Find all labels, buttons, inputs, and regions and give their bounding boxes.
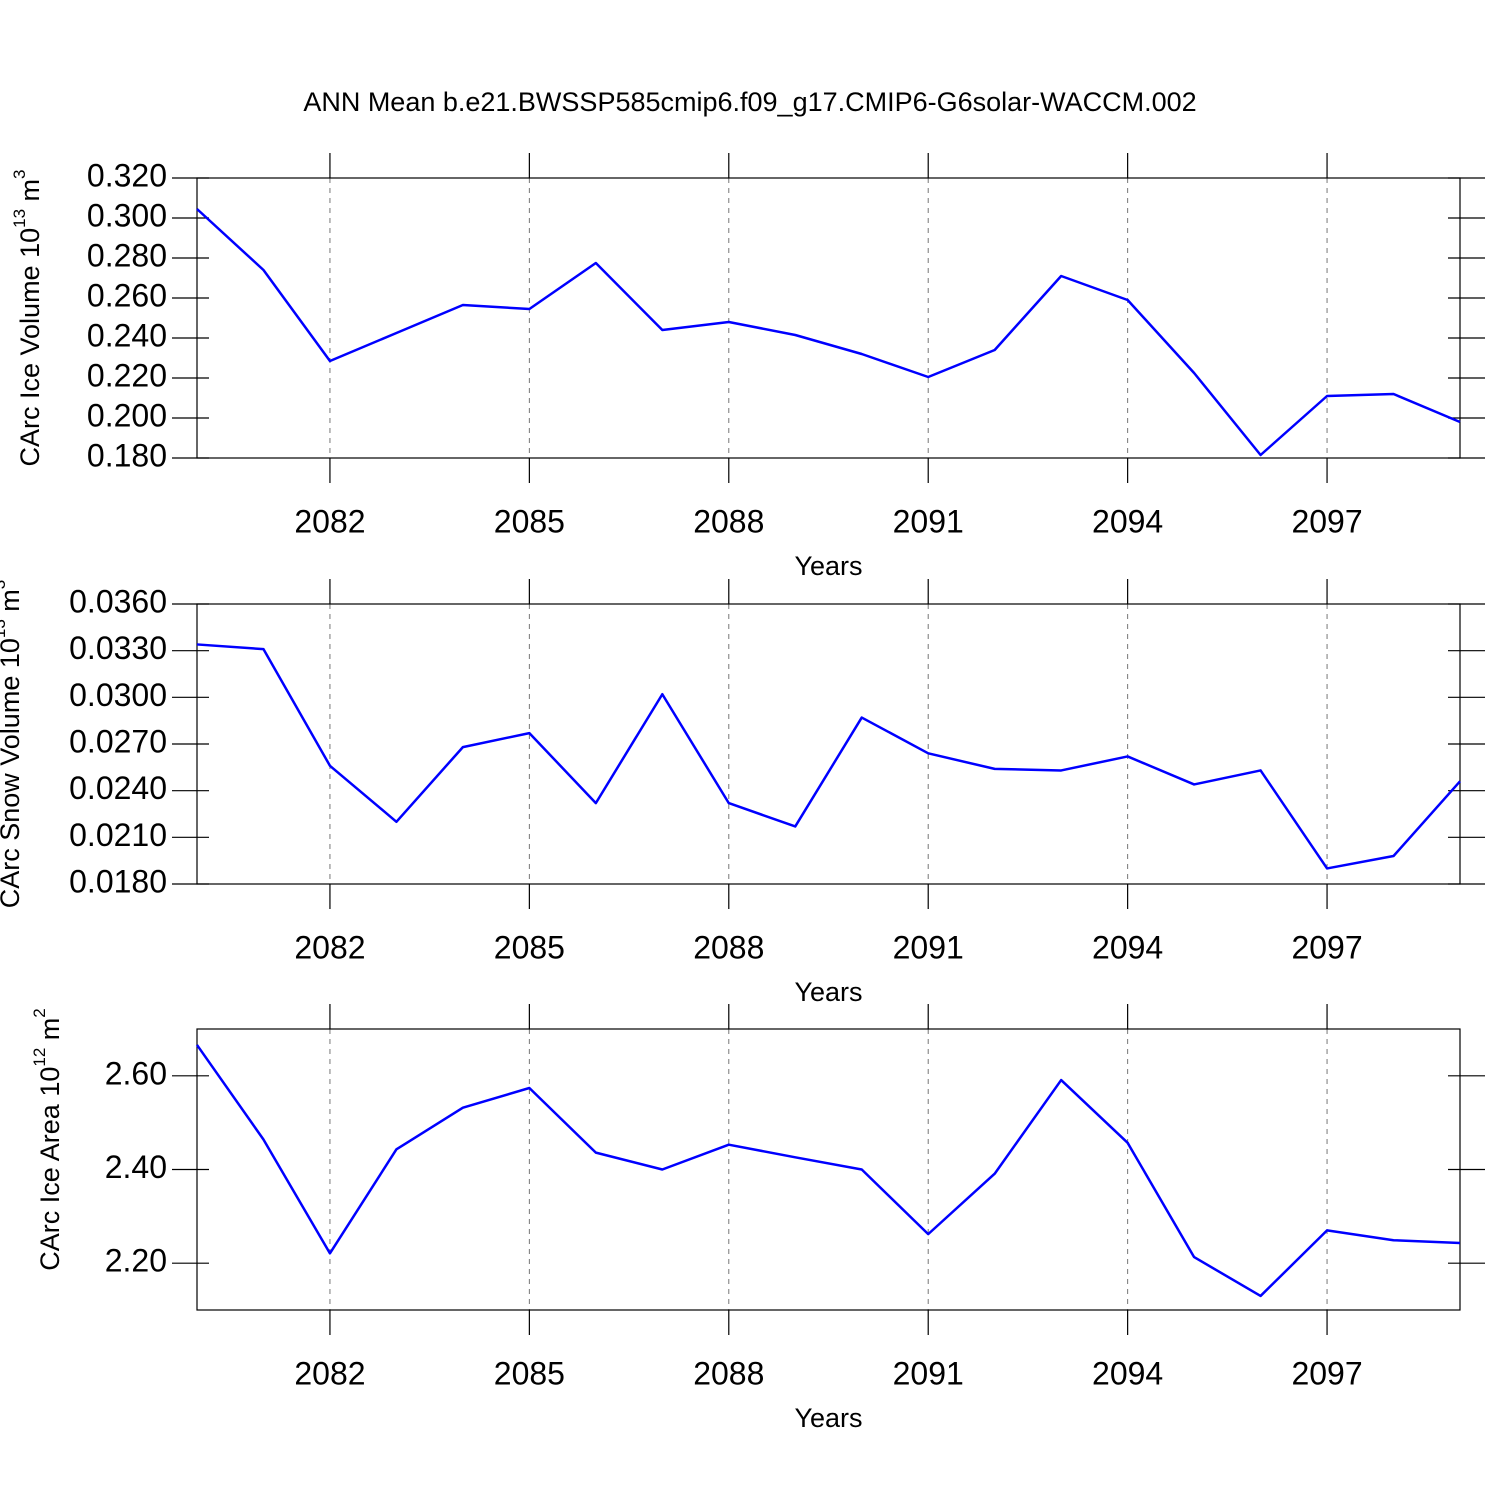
data-line: [196, 208, 1461, 457]
data-line: [196, 643, 1461, 870]
y-axis-label-superscript: 2: [30, 1008, 49, 1017]
y-tick-label: 2.20: [105, 1243, 167, 1279]
x-tick-label: 2088: [693, 929, 764, 965]
plot-frame: [196, 603, 1461, 885]
x-tick-label: 2085: [494, 929, 565, 965]
x-axis-label: Years: [794, 977, 862, 1007]
y-tick-label: 0.0360: [69, 583, 167, 619]
x-tick-label: 2082: [294, 929, 365, 965]
y-axis-label: CArc Ice Area 1012 m2: [30, 1008, 65, 1271]
y-axis-label-part: m: [0, 589, 25, 619]
y-axis-label-superscript: 13: [0, 619, 9, 638]
y-tick-label: 0.0270: [69, 723, 167, 759]
x-tick-label: 2091: [893, 929, 964, 965]
y-axis-label-part: m: [15, 179, 45, 209]
x-tick-label: 2097: [1291, 1355, 1362, 1391]
y-axis-label-part: CArc Ice Area 10: [35, 1067, 65, 1271]
x-axis-label: Years: [794, 551, 862, 581]
y-tick-label: 0.0210: [69, 817, 167, 853]
x-tick-label: 2094: [1092, 1355, 1163, 1391]
plot-frame: [196, 1028, 1461, 1311]
x-tick-label: 2097: [1291, 503, 1362, 539]
x-tick-label: 2094: [1092, 503, 1163, 539]
x-tick-label: 2088: [693, 503, 764, 539]
x-tick-label: 2082: [294, 503, 365, 539]
y-tick-label: 0.0240: [69, 770, 167, 806]
y-tick-label: 0.300: [87, 197, 167, 233]
x-tick-label: 2085: [494, 1355, 565, 1391]
y-tick-label: 0.180: [87, 437, 167, 473]
plot-frame: [196, 177, 1461, 459]
x-tick-label: 2088: [693, 1355, 764, 1391]
figure-title: ANN Mean b.e21.BWSSP585cmip6.f09_g17.CMI…: [303, 87, 1196, 117]
x-axis-label: Years: [794, 1403, 862, 1433]
y-tick-label: 0.200: [87, 397, 167, 433]
x-tick-label: 2085: [494, 503, 565, 539]
y-axis-label-part: m: [35, 1018, 65, 1048]
y-axis-label: CArc Ice Volume 1013 m3: [10, 169, 45, 466]
x-tick-label: 2094: [1092, 929, 1163, 965]
y-axis-label: CArc Snow Volume 1013 m3: [0, 580, 25, 909]
x-tick-label: 2091: [893, 503, 964, 539]
y-tick-label: 0.240: [87, 317, 167, 353]
y-tick-label: 0.0300: [69, 677, 167, 713]
y-axis-label-part: CArc Ice Volume 10: [15, 228, 45, 467]
x-tick-label: 2097: [1291, 929, 1362, 965]
data-line: [195, 1044, 1461, 1298]
y-tick-label: 0.0180: [69, 863, 167, 899]
x-tick-label: 2091: [893, 1355, 964, 1391]
y-tick-label: 0.0330: [69, 630, 167, 666]
y-axis-label-superscript: 12: [30, 1048, 49, 1067]
y-tick-label: 0.260: [87, 277, 167, 313]
x-tick-label: 2082: [294, 1355, 365, 1391]
y-axis-label-superscript: 3: [0, 580, 9, 589]
y-axis-label-superscript: 3: [10, 169, 29, 178]
y-tick-label: 0.320: [87, 157, 167, 193]
y-tick-label: 0.280: [87, 237, 167, 273]
y-axis-label-superscript: 13: [10, 209, 29, 228]
y-tick-label: 2.40: [105, 1149, 167, 1185]
y-tick-label: 2.60: [105, 1055, 167, 1091]
y-axis-label-part: CArc Snow Volume 10: [0, 638, 25, 908]
y-tick-label: 0.220: [87, 357, 167, 393]
